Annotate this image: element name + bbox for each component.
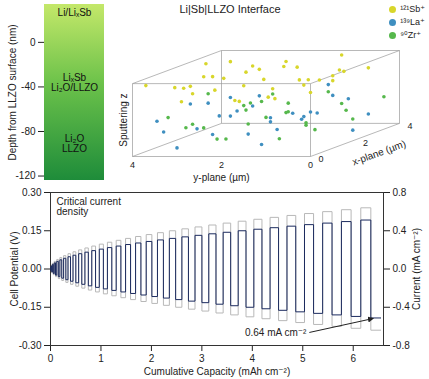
svg-text:0: 0 <box>308 160 313 170</box>
svg-text:Cumulative Capacity (mAh cm⁻²): Cumulative Capacity (mAh cm⁻²) <box>144 366 290 377</box>
svg-text:0.00: 0.00 <box>22 263 42 274</box>
svg-text:-0.8: -0.8 <box>393 340 411 351</box>
svg-text:y-plane (µm): y-plane (µm) <box>193 172 249 183</box>
svg-text:x-plane (µm): x-plane (µm) <box>351 138 408 168</box>
svg-text:0.4: 0.4 <box>393 225 407 236</box>
svg-text:-120: -120 <box>15 170 35 181</box>
svg-text:0: 0 <box>30 37 36 48</box>
svg-text:4: 4 <box>408 121 413 131</box>
svg-text:Li/LiₓSb: Li/LiₓSb <box>58 7 92 18</box>
svg-text:0: 0 <box>48 353 54 364</box>
svg-text:3: 3 <box>199 353 205 364</box>
svg-text:2: 2 <box>363 138 368 148</box>
svg-text:6: 6 <box>350 353 356 364</box>
html-text:⁹⁰Zr⁺: ⁹⁰Zr⁺ <box>400 30 421 41</box>
svg-text:-0.4: -0.4 <box>393 301 411 312</box>
svg-text:Cell Potential (V): Cell Potential (V) <box>9 231 20 306</box>
html-text:¹²¹Sb⁺: ¹²¹Sb⁺ <box>400 4 425 15</box>
svg-text:4: 4 <box>130 160 135 170</box>
svg-text:0: 0 <box>319 154 324 164</box>
svg-text:-0.30: -0.30 <box>19 340 42 351</box>
svg-text:0.0: 0.0 <box>393 263 407 274</box>
svg-text:Critical currentdensity: Critical currentdensity <box>57 196 122 217</box>
svg-text:-80: -80 <box>21 126 36 137</box>
svg-text:Sputtering z: Sputtering z <box>118 93 129 146</box>
svg-text:0.64 mA cm⁻²: 0.64 mA cm⁻² <box>245 327 307 338</box>
svg-text:2: 2 <box>149 353 155 364</box>
svg-text:0.15: 0.15 <box>22 225 42 236</box>
svg-text:Li₂OLLZO: Li₂OLLZO <box>62 133 87 155</box>
svg-text:0.30: 0.30 <box>22 187 42 198</box>
svg-text:0.8: 0.8 <box>393 187 407 198</box>
svg-text:4: 4 <box>250 353 256 364</box>
svg-text:-40: -40 <box>21 81 36 92</box>
svg-text:Current (mA cm⁻²): Current (mA cm⁻²) <box>411 228 422 310</box>
html-text:Li|Sb|LLZO Interface: Li|Sb|LLZO Interface <box>179 3 281 15</box>
svg-text:Depth from LLZO surface (nm): Depth from LLZO surface (nm) <box>7 24 18 160</box>
svg-text:5: 5 <box>300 353 306 364</box>
svg-text:2: 2 <box>219 160 224 170</box>
svg-text:LiₓSbLi₂O/LLZO: LiₓSbLi₂O/LLZO <box>51 72 98 94</box>
svg-text:-0.15: -0.15 <box>19 301 42 312</box>
html-text:¹³⁹La⁺: ¹³⁹La⁺ <box>400 17 425 28</box>
svg-text:1: 1 <box>98 353 104 364</box>
